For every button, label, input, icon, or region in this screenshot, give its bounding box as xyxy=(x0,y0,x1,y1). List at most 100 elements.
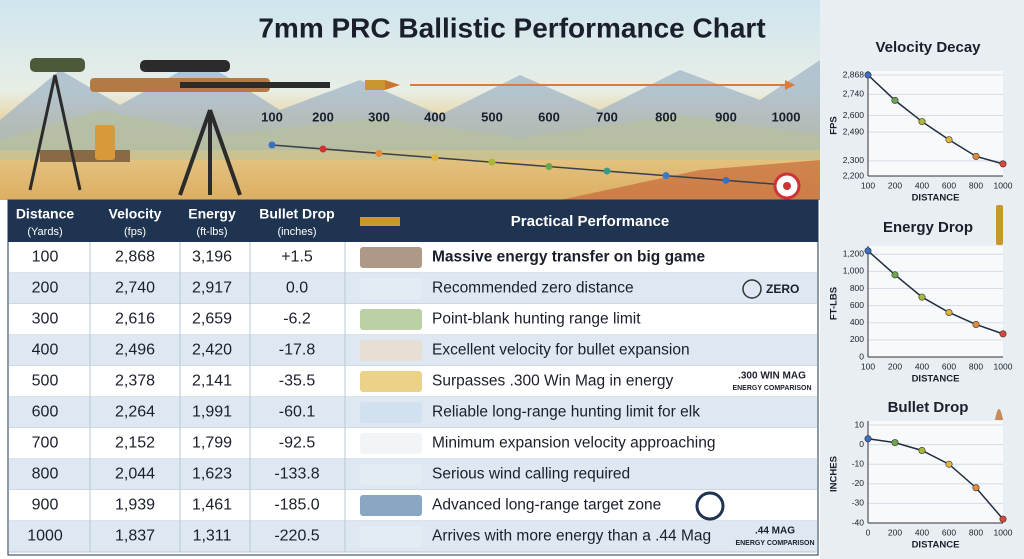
x-tick-label: 0 xyxy=(866,527,871,537)
badge: ZERO xyxy=(766,282,799,296)
y-tick-label: 10 xyxy=(855,419,865,429)
data-line xyxy=(867,250,1004,335)
cell: 200 xyxy=(32,280,59,297)
cell: 2,152 xyxy=(115,435,155,452)
header-bullet xyxy=(360,217,400,226)
header-label: Bullet Drop xyxy=(259,206,334,222)
cell: -35.5 xyxy=(279,373,316,390)
y-tick-label: -20 xyxy=(852,478,865,488)
data-point xyxy=(945,136,953,144)
x-tick-label: 800 xyxy=(969,180,983,190)
trajectory-dot xyxy=(662,172,670,180)
cell: -6.2 xyxy=(283,311,311,328)
y-tick-label: 2,740 xyxy=(843,89,865,99)
cell: -220.5 xyxy=(274,528,319,545)
header-label: Practical Performance xyxy=(511,213,669,230)
data-point xyxy=(945,308,953,316)
shooting-rig xyxy=(28,58,330,196)
header-unit: (fps) xyxy=(124,226,146,238)
row-icon xyxy=(360,371,422,392)
y-tick-label: 800 xyxy=(850,283,864,293)
cell: 3,196 xyxy=(192,249,232,266)
cell: -133.8 xyxy=(274,466,319,483)
y-tick-label: 2,200 xyxy=(843,170,865,180)
cell: 2,378 xyxy=(115,373,155,390)
row-icon xyxy=(360,247,422,268)
cell: 600 xyxy=(32,404,59,421)
cell: 400 xyxy=(32,342,59,359)
row-icon xyxy=(360,495,422,516)
x-axis-label: DISTANCE xyxy=(912,193,960,204)
y-tick-label: 200 xyxy=(850,334,864,344)
row-icon xyxy=(360,526,422,547)
trajectory-dot xyxy=(319,145,327,153)
y-tick-label: -30 xyxy=(852,498,865,508)
header-unit: (Yards) xyxy=(27,226,62,238)
red-rocks xyxy=(560,160,820,200)
performance-text: Surpasses .300 Win Mag in energy xyxy=(432,373,673,390)
row-icon xyxy=(360,278,422,299)
chart-title: Energy Drop xyxy=(883,219,973,236)
plot-area xyxy=(868,71,1003,176)
cell: 300 xyxy=(32,311,59,328)
distance-label: 700 xyxy=(596,109,618,124)
data-point xyxy=(864,435,872,443)
row-icon xyxy=(360,433,422,454)
distance-label: 1000 xyxy=(772,109,801,124)
trajectory-dot xyxy=(722,176,730,184)
x-axis-label: DISTANCE xyxy=(912,540,960,551)
distance-label: 600 xyxy=(538,109,560,124)
y-tick-label: 2,868 xyxy=(843,69,865,79)
trajectory-dot xyxy=(545,163,553,171)
cell: 1,939 xyxy=(115,497,155,514)
trajectory xyxy=(271,144,787,186)
trajectory-dot xyxy=(375,149,383,157)
header-label: Energy xyxy=(188,206,236,222)
x-tick-label: 1000 xyxy=(994,361,1013,371)
target-icon xyxy=(695,491,725,521)
trajectory-dot xyxy=(603,167,611,175)
cartridge-icon xyxy=(996,205,1003,245)
distance-label: 500 xyxy=(481,109,503,124)
cell: 100 xyxy=(32,249,59,266)
cell: 1,623 xyxy=(192,466,232,483)
cell: 2,141 xyxy=(192,373,232,390)
x-tick-label: 100 xyxy=(861,180,875,190)
data-point xyxy=(891,271,899,279)
distance-label: 300 xyxy=(368,109,390,124)
cell: 2,659 xyxy=(192,311,232,328)
y-tick-label: 0 xyxy=(859,351,864,361)
data-point xyxy=(972,320,980,328)
cell: +1.5 xyxy=(281,249,313,266)
data-point xyxy=(918,118,926,126)
y-tick-label: 1,000 xyxy=(843,266,865,276)
cell: 500 xyxy=(32,373,59,390)
cell: 2,616 xyxy=(115,311,155,328)
cell: 900 xyxy=(32,497,59,514)
data-point xyxy=(864,247,872,255)
data-point xyxy=(891,439,899,447)
cell: 1000 xyxy=(27,528,63,545)
y-tick-label: 1,200 xyxy=(843,249,865,259)
bullet-icon xyxy=(995,409,1003,420)
data-line xyxy=(867,74,1004,165)
trajectory-dot xyxy=(268,141,276,149)
performance-text: Reliable long-range hunting limit for el… xyxy=(432,404,700,421)
data-point xyxy=(945,460,953,468)
cell: -17.8 xyxy=(279,342,316,359)
distance-label: 200 xyxy=(312,109,334,124)
y-tick-label: 2,600 xyxy=(843,110,865,120)
header-label: Distance xyxy=(16,206,75,222)
data-point xyxy=(999,160,1007,168)
performance-text: Massive energy transfer on big game xyxy=(432,249,705,266)
x-tick-label: 600 xyxy=(942,527,956,537)
x-tick-label: 400 xyxy=(915,527,929,537)
x-tick-label: 1000 xyxy=(994,527,1013,537)
performance-text: Recommended zero distance xyxy=(432,280,634,297)
x-tick-label: 100 xyxy=(861,361,875,371)
row-icon xyxy=(360,402,422,423)
cell: 2,868 xyxy=(115,249,155,266)
badge: .300 WIN MAG xyxy=(738,371,806,382)
